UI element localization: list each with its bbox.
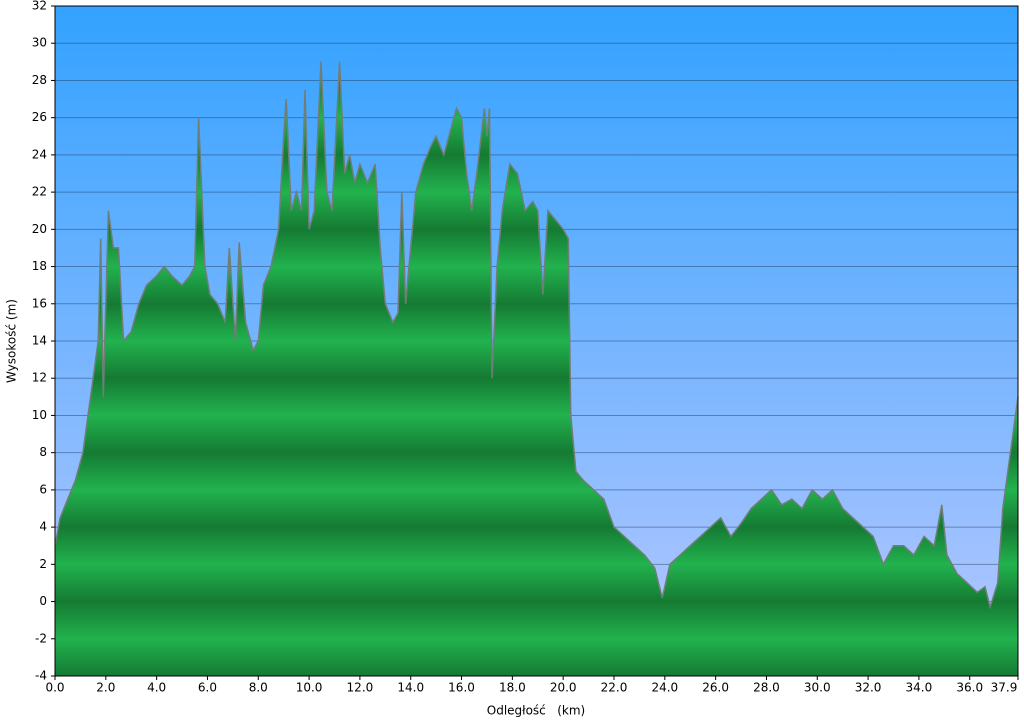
y-tick-label: 26 <box>32 110 47 124</box>
y-axis-label: Wysokość (m) <box>5 299 19 383</box>
y-tick-label: 22 <box>32 185 47 199</box>
x-tick-label: 18.0 <box>499 681 526 695</box>
x-tick-label: 36.0 <box>956 681 983 695</box>
y-tick-label: 32 <box>32 0 47 13</box>
y-tick-label: 14 <box>32 334 47 348</box>
y-tick-label: 2 <box>39 557 47 571</box>
y-tick-label: 30 <box>32 36 47 50</box>
x-tick-label: 2.0 <box>96 681 115 695</box>
x-tick-label: 16.0 <box>448 681 475 695</box>
plot-frame <box>54 5 1019 677</box>
x-tick-label: 34.0 <box>906 681 933 695</box>
x-tick-label: 32.0 <box>855 681 882 695</box>
elevation-area <box>55 61 1018 677</box>
y-tick-label: 12 <box>32 371 47 385</box>
x-tick-label: 37.9 <box>991 681 1018 695</box>
x-tick-label: 26.0 <box>702 681 729 695</box>
x-tick-label: 20.0 <box>550 681 577 695</box>
y-tick-label: 8 <box>39 445 47 459</box>
x-tick-label: 24.0 <box>651 681 678 695</box>
x-tick-label: 22.0 <box>601 681 628 695</box>
x-tick-label: 14.0 <box>397 681 424 695</box>
x-tick-label: 6.0 <box>198 681 217 695</box>
x-axis-label: Odległość (km) <box>487 704 585 718</box>
x-tick-label: 10.0 <box>296 681 323 695</box>
x-tick-label: 0.0 <box>45 681 64 695</box>
x-tick-label: 12.0 <box>347 681 374 695</box>
x-tick-label: 4.0 <box>147 681 166 695</box>
elevation-outline <box>54 61 1019 610</box>
y-tick-label: 6 <box>39 482 47 496</box>
y-tick-label: 18 <box>32 259 47 273</box>
y-tick-label: 24 <box>32 147 47 161</box>
y-tick-label: 10 <box>32 408 47 422</box>
y-tick-label: 20 <box>32 222 47 236</box>
x-tick-label: 8.0 <box>249 681 268 695</box>
y-tick-label: -4 <box>35 669 47 683</box>
x-tick-label: 30.0 <box>804 681 831 695</box>
y-tick-label: -2 <box>35 631 47 645</box>
y-tick-label: 16 <box>32 296 47 310</box>
y-tick-label: 4 <box>39 520 47 534</box>
x-tick-label: 28.0 <box>753 681 780 695</box>
y-tick-label: 0 <box>39 594 47 608</box>
y-tick-label: 28 <box>32 73 47 87</box>
